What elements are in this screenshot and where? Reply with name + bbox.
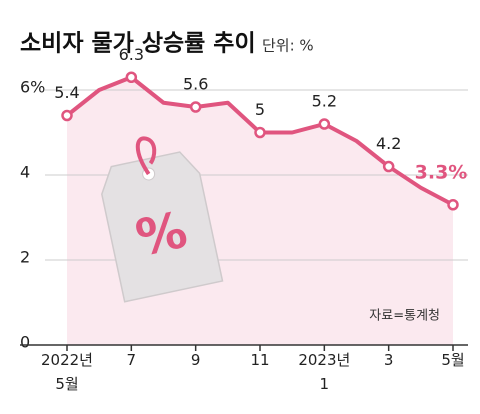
chart-title: 소비자 물가 상승률 추이 bbox=[20, 31, 256, 57]
data-label: 5 bbox=[255, 100, 265, 119]
y-tick-label: 4 bbox=[20, 163, 30, 182]
svg-text:%: % bbox=[131, 201, 192, 268]
source-note: 자료=통계청 bbox=[369, 309, 440, 324]
point-marker bbox=[254, 126, 266, 139]
data-label: 6.3 bbox=[119, 45, 144, 64]
x-tick-label: 5월 bbox=[441, 351, 465, 369]
chart-subtitle: 단위: % bbox=[262, 37, 314, 55]
price-tag-icon: % bbox=[101, 136, 224, 303]
data-label: 5.2 bbox=[312, 92, 337, 111]
x-tick-label: 2023년 1 bbox=[298, 351, 351, 393]
x-tick-label: 11 bbox=[250, 351, 270, 369]
y-tick-label: 6% bbox=[20, 78, 45, 97]
x-tick-label: 3 bbox=[383, 351, 394, 369]
x-tick-label: 9 bbox=[190, 351, 201, 369]
y-tick-label: 2 bbox=[20, 248, 30, 267]
point-marker bbox=[318, 118, 331, 130]
data-label: 5.6 bbox=[183, 75, 208, 94]
x-tick-label: 2022년 5월 bbox=[41, 351, 93, 393]
y-tick-label: 0 bbox=[20, 333, 30, 352]
point-marker bbox=[189, 101, 202, 113]
point-marker bbox=[382, 160, 395, 173]
x-tick-label: 7 bbox=[126, 351, 137, 369]
data-label: 5.4 bbox=[54, 83, 79, 102]
data-label: 4.2 bbox=[376, 134, 401, 153]
point-marker bbox=[447, 199, 459, 211]
plot-area: 0 2 4 6% 5.4 6.3 5.6 5 5.2 4.2 3.3% bbox=[20, 45, 468, 352]
data-label: 3.3% bbox=[415, 161, 468, 183]
point-marker bbox=[61, 109, 73, 122]
point-marker bbox=[125, 71, 138, 83]
